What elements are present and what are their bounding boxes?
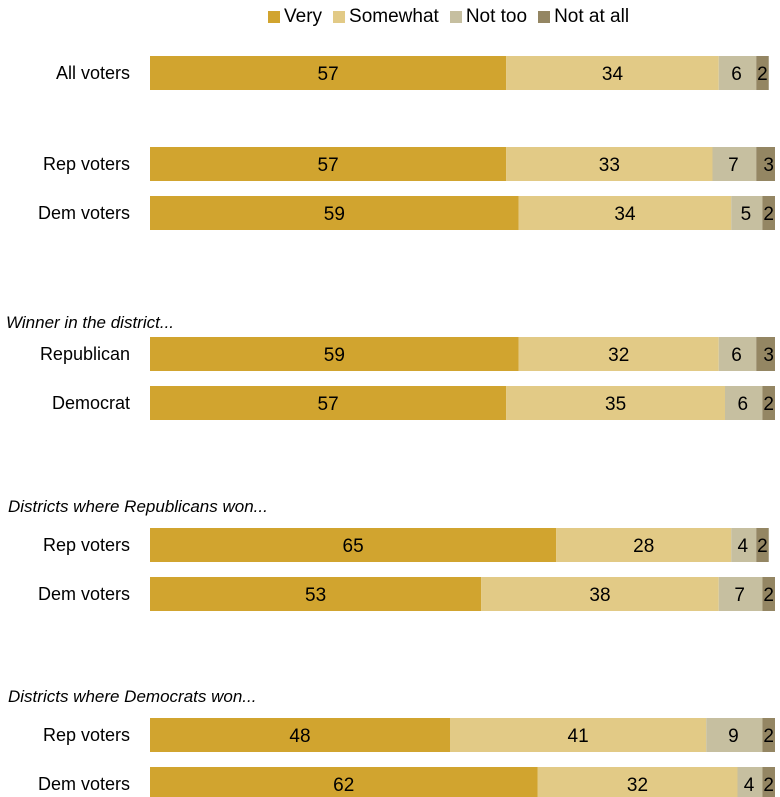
group-heading: Winner in the district... xyxy=(6,313,174,332)
legend-item-somewhat: Somewhat xyxy=(333,6,439,28)
data-label-not-at-all: 3 xyxy=(763,155,774,176)
data-label-not-too: 4 xyxy=(737,536,748,557)
data-label-somewhat: 41 xyxy=(568,726,589,747)
data-label-not-at-all: 2 xyxy=(763,585,774,606)
legend-item-very: Very xyxy=(268,6,322,28)
legend-label-not-at-all: Not at all xyxy=(554,6,630,27)
row-label: Rep voters xyxy=(43,535,130,555)
bar-segment-not-too xyxy=(731,528,757,562)
bar-segment-not-at-all xyxy=(756,337,775,371)
bar-segment-not-at-all xyxy=(756,528,769,562)
bar-segment-not-at-all xyxy=(762,577,775,611)
data-label-very: 53 xyxy=(305,585,326,606)
row-label: Dem voters xyxy=(38,774,130,794)
data-label-not-at-all: 2 xyxy=(763,775,774,796)
data-label-very: 57 xyxy=(318,64,339,85)
bar-segment-somewhat xyxy=(556,528,732,562)
group-heading: Districts where Republicans won... xyxy=(8,497,268,516)
data-label-very: 57 xyxy=(318,394,339,415)
bar-segment-somewhat xyxy=(450,718,707,752)
bar-segment-somewhat xyxy=(506,147,713,181)
bar-segment-somewhat xyxy=(481,577,719,611)
bar-segment-very xyxy=(150,147,507,181)
bar-segment-not-at-all xyxy=(756,56,769,90)
data-label-not-at-all: 2 xyxy=(757,536,768,557)
data-label-not-too: 7 xyxy=(728,155,739,176)
data-label-very: 59 xyxy=(324,345,345,366)
bar-segment-not-at-all xyxy=(762,767,775,797)
data-label-not-too: 6 xyxy=(731,64,742,85)
bar-segment-not-at-all xyxy=(756,147,775,181)
bar-segment-somewhat xyxy=(518,337,719,371)
data-label-somewhat: 35 xyxy=(605,394,626,415)
data-label-somewhat: 28 xyxy=(633,536,654,557)
data-label-not-at-all: 2 xyxy=(763,726,774,747)
bar-segment-very xyxy=(150,577,482,611)
data-label-very: 48 xyxy=(289,726,310,747)
data-label-not-too: 5 xyxy=(741,204,752,225)
legend-swatch-not-too xyxy=(449,11,462,23)
legend-swatch-not-at-all xyxy=(538,11,551,23)
legend-label-somewhat: Somewhat xyxy=(349,6,439,27)
chart-legend: Very Somewhat Not too Not at all xyxy=(268,5,640,29)
data-label-not-too: 6 xyxy=(731,345,742,366)
bar-segment-very xyxy=(150,337,519,371)
legend-swatch-very xyxy=(268,11,280,23)
data-label-not-too: 6 xyxy=(737,394,748,415)
bar-segment-not-at-all xyxy=(762,196,775,230)
bar-segment-not-too xyxy=(725,386,763,420)
bar-segment-somewhat xyxy=(506,386,725,420)
data-label-not-at-all: 3 xyxy=(763,345,774,366)
row-label: Dem voters xyxy=(38,203,130,223)
data-label-somewhat: 34 xyxy=(602,64,624,85)
data-label-very: 65 xyxy=(343,536,364,557)
bar-segment-very xyxy=(150,386,507,420)
legend-label-very: Very xyxy=(284,6,323,27)
row-label: Rep voters xyxy=(43,154,130,174)
data-label-somewhat: 33 xyxy=(599,155,620,176)
row-label: Republican xyxy=(40,344,130,364)
data-label-somewhat: 32 xyxy=(627,775,648,796)
row-label: Rep voters xyxy=(43,725,130,745)
bar-segment-very xyxy=(150,767,538,797)
bar-segment-very xyxy=(150,196,519,230)
data-label-not-too: 9 xyxy=(728,726,739,747)
data-label-very: 62 xyxy=(333,775,354,796)
data-label-very: 59 xyxy=(324,204,345,225)
data-label-very: 57 xyxy=(318,155,339,176)
data-label-not-too: 4 xyxy=(744,775,755,796)
legend-item-not-at-all: Not at all xyxy=(538,6,629,28)
group-heading: Districts where Democrats won... xyxy=(8,687,256,706)
data-label-somewhat: 38 xyxy=(589,585,610,606)
row-label: Democrat xyxy=(52,393,130,413)
data-label-not-at-all: 2 xyxy=(757,64,768,85)
row-label: All voters xyxy=(56,63,130,83)
legend-item-not-too: Not too xyxy=(449,6,528,28)
bar-segment-not-too xyxy=(737,767,763,797)
bar-segment-very xyxy=(150,56,507,90)
data-label-not-at-all: 2 xyxy=(763,394,774,415)
bar-segment-not-too xyxy=(731,196,763,230)
legend-swatch-somewhat xyxy=(333,11,346,23)
bar-segment-not-at-all xyxy=(762,386,775,420)
row-label: Dem voters xyxy=(38,584,130,604)
bar-segment-not-too xyxy=(706,718,763,752)
data-label-somewhat: 32 xyxy=(608,345,629,366)
bar-segment-somewhat xyxy=(506,56,719,90)
bar-segment-not-too xyxy=(718,337,757,371)
bar-segment-not-too xyxy=(718,56,757,90)
data-label-somewhat: 34 xyxy=(614,204,636,225)
bar-segment-very xyxy=(150,528,557,562)
bar-segment-somewhat xyxy=(537,767,738,797)
bar-segment-very xyxy=(150,718,450,752)
bar-segment-somewhat xyxy=(518,196,732,230)
bar-segment-not-too xyxy=(712,147,757,181)
bar-segment-not-too xyxy=(718,577,763,611)
bar-segment-not-at-all xyxy=(762,718,775,752)
data-label-not-too: 7 xyxy=(734,585,745,606)
legend-label-not-too: Not too xyxy=(465,6,528,27)
data-label-not-at-all: 2 xyxy=(763,204,774,225)
